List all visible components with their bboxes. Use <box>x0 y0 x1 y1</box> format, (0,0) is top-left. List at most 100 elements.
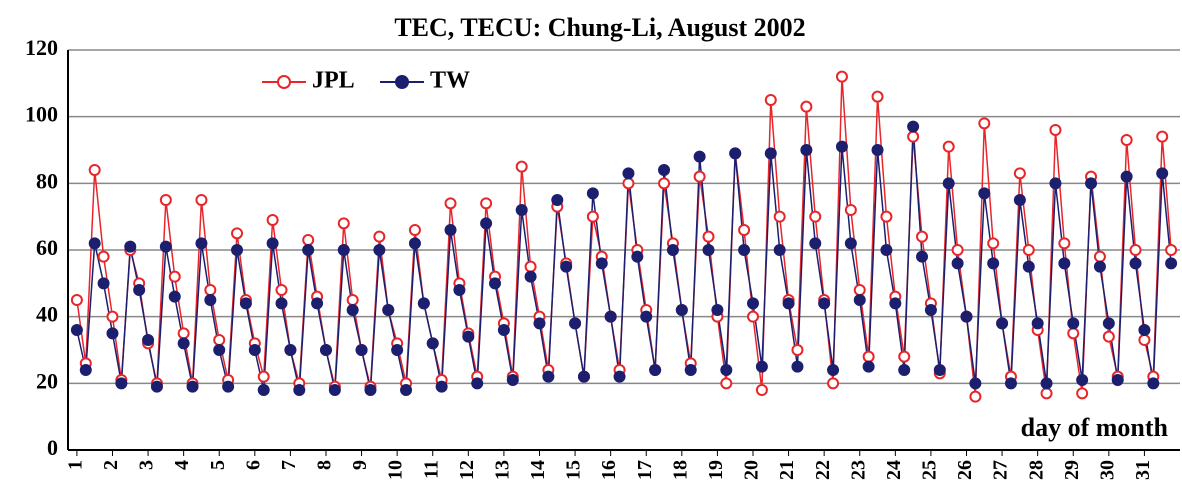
x-tick-label: 4 <box>171 460 193 470</box>
data-point <box>337 244 350 256</box>
data-point <box>497 324 510 336</box>
y-tick-label: 100 <box>25 102 58 127</box>
data-point <box>880 210 893 223</box>
data-point <box>862 350 875 363</box>
data-point <box>231 227 244 240</box>
data-point <box>1165 257 1178 270</box>
data-point <box>1165 244 1178 256</box>
data-point <box>524 260 537 273</box>
data-point <box>916 250 929 263</box>
data-point <box>159 194 172 206</box>
data-point <box>711 304 724 316</box>
data-point <box>150 380 163 393</box>
data-point <box>373 244 386 256</box>
data-point <box>560 260 573 273</box>
data-point <box>462 330 475 343</box>
x-tick-label: 14 <box>527 460 549 480</box>
data-point <box>302 234 315 246</box>
data-point <box>649 364 662 376</box>
x-tick-label: 22 <box>812 460 834 480</box>
data-point <box>755 360 768 373</box>
x-tick-label: 12 <box>456 460 478 480</box>
data-point <box>916 230 929 243</box>
data-point <box>391 344 404 356</box>
data-point <box>1093 260 1106 273</box>
data-point <box>604 310 617 323</box>
data-point <box>1093 250 1106 263</box>
data-point <box>1085 177 1098 190</box>
data-point <box>1040 377 1053 390</box>
data-point <box>275 297 288 310</box>
data-point <box>675 304 688 316</box>
x-tick-label: 26 <box>954 460 976 480</box>
data-point <box>800 100 813 113</box>
data-point <box>115 377 128 390</box>
x-tick-label: 18 <box>669 460 691 480</box>
data-point <box>204 294 217 306</box>
data-point <box>1129 257 1142 270</box>
x-tick-label: 3 <box>136 460 158 470</box>
data-point <box>1076 374 1089 386</box>
x-axis-label: day of month <box>1021 413 1169 442</box>
x-tick-label: 30 <box>1096 460 1118 480</box>
x-tick-label: 10 <box>385 460 407 480</box>
data-point <box>186 380 199 393</box>
data-point <box>1102 330 1115 343</box>
data-point <box>106 310 119 323</box>
data-point <box>79 364 92 376</box>
data-point <box>1058 237 1071 250</box>
data-point <box>853 284 866 296</box>
x-tick-label: 17 <box>634 460 656 480</box>
data-point <box>293 384 306 396</box>
data-point <box>489 277 502 290</box>
data-point <box>1049 124 1062 136</box>
data-point <box>70 324 83 336</box>
data-point <box>622 167 635 180</box>
data-point <box>408 237 421 250</box>
data-point <box>1111 374 1124 386</box>
data-point <box>1022 244 1035 256</box>
data-point <box>773 244 786 256</box>
data-point <box>738 244 751 256</box>
data-point <box>542 370 555 383</box>
data-point <box>355 344 368 356</box>
data-point <box>382 304 395 316</box>
data-point <box>106 327 119 340</box>
data-point <box>239 297 252 310</box>
data-point <box>1040 387 1053 400</box>
data-point <box>1102 317 1115 330</box>
data-point <box>791 360 804 373</box>
data-point <box>622 177 635 190</box>
data-point <box>97 250 110 263</box>
data-point <box>764 94 777 106</box>
data-point <box>586 210 599 223</box>
x-tick-label: 7 <box>278 460 300 470</box>
data-point <box>693 150 706 163</box>
data-point <box>346 294 359 306</box>
data-point <box>337 217 350 230</box>
y-tick-label: 40 <box>36 302 58 327</box>
data-point <box>871 90 884 103</box>
x-tick-label: 16 <box>598 460 620 480</box>
data-point <box>658 164 671 176</box>
data-point <box>1004 377 1017 390</box>
data-point <box>248 344 261 356</box>
x-tick-label: 8 <box>314 460 336 470</box>
x-tick-label: 27 <box>990 460 1012 480</box>
data-point <box>907 120 920 133</box>
series-line <box>76 126 1172 391</box>
data-point <box>408 224 421 236</box>
data-point <box>444 197 457 210</box>
data-point <box>978 117 991 130</box>
data-point <box>969 377 982 390</box>
data-point <box>791 344 804 356</box>
x-tick-label: 20 <box>741 460 763 480</box>
y-tick-label: 0 <box>47 435 58 460</box>
data-point <box>942 177 955 190</box>
data-point <box>159 240 172 253</box>
data-point <box>266 214 279 226</box>
data-point <box>746 297 759 310</box>
data-point <box>889 297 902 310</box>
data-point <box>533 317 546 330</box>
data-point <box>613 370 626 383</box>
